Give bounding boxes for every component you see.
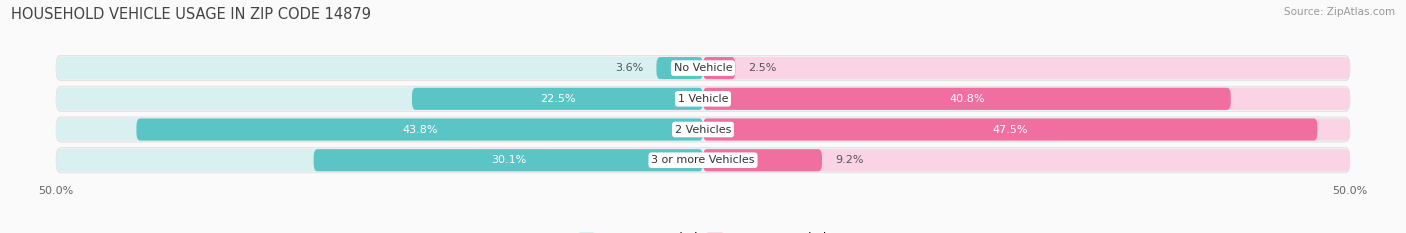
Text: 9.2%: 9.2% bbox=[835, 155, 863, 165]
Text: 2 Vehicles: 2 Vehicles bbox=[675, 124, 731, 134]
FancyBboxPatch shape bbox=[703, 57, 735, 79]
FancyBboxPatch shape bbox=[703, 149, 1350, 171]
FancyBboxPatch shape bbox=[703, 57, 1350, 79]
FancyBboxPatch shape bbox=[412, 88, 703, 110]
FancyBboxPatch shape bbox=[314, 149, 703, 171]
Text: Source: ZipAtlas.com: Source: ZipAtlas.com bbox=[1284, 7, 1395, 17]
FancyBboxPatch shape bbox=[56, 118, 703, 140]
FancyBboxPatch shape bbox=[56, 88, 703, 110]
Text: 47.5%: 47.5% bbox=[993, 124, 1028, 134]
FancyBboxPatch shape bbox=[703, 118, 1350, 140]
FancyBboxPatch shape bbox=[56, 149, 703, 171]
FancyBboxPatch shape bbox=[56, 57, 703, 79]
Text: 43.8%: 43.8% bbox=[402, 124, 437, 134]
Text: 3.6%: 3.6% bbox=[616, 63, 644, 73]
Text: 22.5%: 22.5% bbox=[540, 94, 575, 104]
FancyBboxPatch shape bbox=[703, 149, 823, 171]
FancyBboxPatch shape bbox=[136, 118, 703, 140]
FancyBboxPatch shape bbox=[56, 117, 1350, 142]
Text: 40.8%: 40.8% bbox=[949, 94, 984, 104]
FancyBboxPatch shape bbox=[56, 148, 1350, 173]
Text: 3 or more Vehicles: 3 or more Vehicles bbox=[651, 155, 755, 165]
Text: 1 Vehicle: 1 Vehicle bbox=[678, 94, 728, 104]
FancyBboxPatch shape bbox=[56, 55, 1350, 81]
Text: 30.1%: 30.1% bbox=[491, 155, 526, 165]
Text: 2.5%: 2.5% bbox=[748, 63, 776, 73]
FancyBboxPatch shape bbox=[56, 86, 1350, 111]
FancyBboxPatch shape bbox=[703, 118, 1317, 140]
Legend: Owner-occupied, Renter-occupied: Owner-occupied, Renter-occupied bbox=[574, 228, 832, 233]
FancyBboxPatch shape bbox=[657, 57, 703, 79]
Text: No Vehicle: No Vehicle bbox=[673, 63, 733, 73]
FancyBboxPatch shape bbox=[703, 88, 1350, 110]
Text: HOUSEHOLD VEHICLE USAGE IN ZIP CODE 14879: HOUSEHOLD VEHICLE USAGE IN ZIP CODE 1487… bbox=[11, 7, 371, 22]
FancyBboxPatch shape bbox=[703, 88, 1230, 110]
